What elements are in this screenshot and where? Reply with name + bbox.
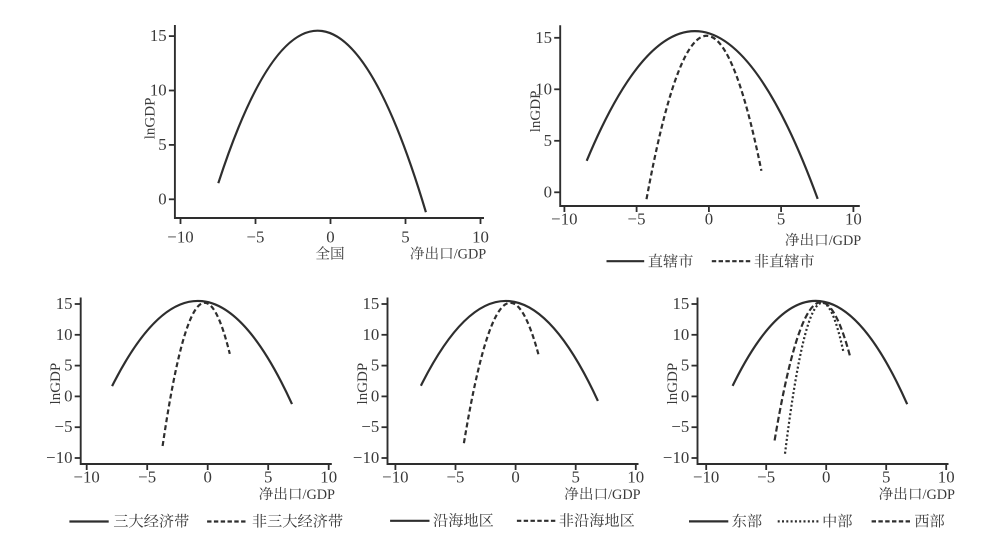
svg-text:−10: −10 xyxy=(663,448,689,467)
svg-text:15: 15 xyxy=(535,28,552,47)
svg-text:lnGDP: lnGDP xyxy=(355,363,371,405)
svg-text:−10: −10 xyxy=(46,448,72,467)
svg-text:−10: −10 xyxy=(693,467,719,486)
svg-text:10: 10 xyxy=(320,467,337,486)
svg-text:lnGDP: lnGDP xyxy=(48,363,64,405)
svg-text:0: 0 xyxy=(511,467,519,486)
svg-text:0: 0 xyxy=(204,467,212,486)
svg-text:0: 0 xyxy=(544,182,552,201)
svg-text:0: 0 xyxy=(705,210,713,229)
svg-text:5: 5 xyxy=(264,467,272,486)
svg-text:−10: −10 xyxy=(167,227,193,246)
svg-text:−5: −5 xyxy=(138,467,156,486)
svg-text:15: 15 xyxy=(673,294,690,313)
svg-text:−10: −10 xyxy=(74,467,100,486)
svg-text:5: 5 xyxy=(882,467,890,486)
svg-text:0: 0 xyxy=(326,227,334,246)
svg-text:0: 0 xyxy=(681,386,689,405)
svg-text:−5: −5 xyxy=(55,417,73,436)
svg-text:−5: −5 xyxy=(447,467,465,486)
svg-text:5: 5 xyxy=(158,135,166,154)
svg-text:/GDP: /GDP xyxy=(829,233,862,249)
svg-text:−10: −10 xyxy=(551,210,577,229)
svg-text:10: 10 xyxy=(627,467,644,486)
svg-text:15: 15 xyxy=(363,294,380,313)
svg-text:/GDP: /GDP xyxy=(923,487,956,503)
svg-text:5: 5 xyxy=(572,467,580,486)
svg-text:0: 0 xyxy=(64,386,72,405)
svg-text:5: 5 xyxy=(371,356,379,375)
svg-text:−5: −5 xyxy=(671,417,689,436)
svg-text:10: 10 xyxy=(472,227,489,246)
svg-text:0: 0 xyxy=(371,386,379,405)
svg-text:0: 0 xyxy=(822,467,830,486)
svg-text:/GDP: /GDP xyxy=(303,487,336,503)
svg-text:15: 15 xyxy=(56,294,73,313)
svg-text:10: 10 xyxy=(56,325,73,344)
svg-text:−5: −5 xyxy=(361,417,379,436)
svg-text:10: 10 xyxy=(938,467,955,486)
svg-text:0: 0 xyxy=(158,189,166,208)
svg-text:5: 5 xyxy=(64,356,72,375)
svg-text:10: 10 xyxy=(845,210,862,229)
svg-text:10: 10 xyxy=(535,79,552,98)
svg-text:/GDP: /GDP xyxy=(454,247,487,263)
svg-text:−5: −5 xyxy=(757,467,775,486)
svg-text:lnGDP: lnGDP xyxy=(528,91,544,133)
svg-text:−5: −5 xyxy=(628,210,646,229)
svg-text:5: 5 xyxy=(544,131,552,150)
svg-text:−10: −10 xyxy=(353,448,379,467)
svg-text:lnGDP: lnGDP xyxy=(665,363,681,405)
svg-text:5: 5 xyxy=(681,356,689,375)
svg-text:10: 10 xyxy=(150,81,167,100)
svg-text:/GDP: /GDP xyxy=(608,487,641,503)
svg-text:−10: −10 xyxy=(382,467,408,486)
svg-text:15: 15 xyxy=(150,26,167,45)
svg-text:5: 5 xyxy=(777,210,785,229)
svg-text:10: 10 xyxy=(673,325,690,344)
svg-text:10: 10 xyxy=(363,325,380,344)
svg-text:lnGDP: lnGDP xyxy=(142,98,158,140)
svg-text:5: 5 xyxy=(401,227,409,246)
svg-text:−5: −5 xyxy=(247,227,265,246)
